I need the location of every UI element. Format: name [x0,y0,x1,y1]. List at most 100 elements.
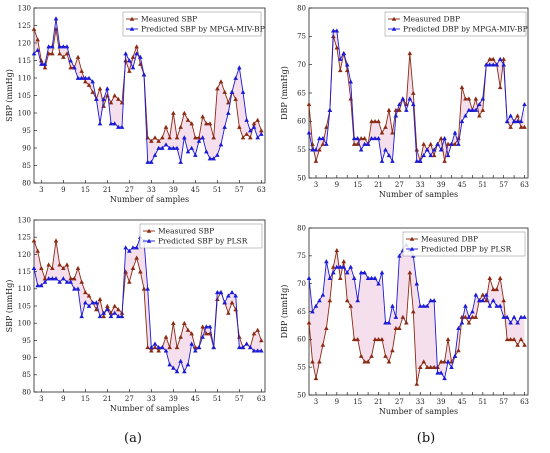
data-point [417,158,423,163]
data-point [75,265,81,270]
data-point [255,327,260,332]
data-point [178,124,183,129]
x-tick-label: 27 [395,398,404,406]
data-point [72,65,77,70]
data-point [149,348,154,353]
x-tick-label: 15 [353,398,362,406]
data-point [259,348,264,353]
data-point [174,145,180,150]
data-point [421,359,427,364]
data-point [255,117,260,122]
data-point [522,102,527,107]
data-point [310,309,315,314]
data-point [362,270,367,275]
data-point [108,314,114,319]
data-point [452,353,458,358]
data-point [240,89,246,94]
data-point [171,145,176,150]
y-tick-label: 100 [18,320,31,328]
data-point [397,325,402,331]
data-point [185,149,191,154]
x-tick-label: 3 [39,186,43,194]
data-point [466,314,472,319]
data-point [470,309,475,314]
data-point [337,264,343,269]
data-point [237,65,242,70]
data-point [64,51,70,56]
series-line-measured [33,28,262,142]
legend-label: Measured DBP [421,235,478,244]
data-point [61,54,66,59]
data-point [248,135,253,140]
data-point [494,303,500,308]
data-point [390,348,395,353]
data-point [72,276,77,281]
data-point [445,337,451,342]
y-tick-label: 90 [22,144,31,152]
x-tick-label: 33 [416,398,425,406]
legend-swatch-marker [146,238,152,243]
data-point [211,135,216,140]
data-point [50,51,55,56]
data-point [372,136,378,141]
data-point [182,320,187,326]
y-tick-label: 115 [18,57,31,65]
data-point [522,124,527,129]
data-point [334,28,340,33]
data-point [431,147,437,152]
data-point [463,303,468,308]
data-point [42,276,48,281]
data-point [404,320,409,325]
y-tick-label: 130 [18,4,31,12]
data-point [244,341,249,346]
data-point [171,320,176,326]
data-point [64,262,70,267]
data-point [226,310,231,315]
legend-swatch-marker [391,26,397,31]
data-point [83,79,88,84]
data-point [324,124,329,129]
data-point [435,141,440,146]
x-tick-label: 45 [457,398,466,406]
legend [402,231,526,257]
data-point [331,270,336,275]
y-axis-label: DBP (mmHg) [280,285,289,339]
data-point [400,314,406,319]
x-tick-label: 9 [335,398,339,406]
data-point [470,314,475,319]
x-tick-label: 63 [257,395,266,403]
data-point [97,121,103,126]
data-point [473,96,479,101]
data-point [424,364,430,370]
data-point [344,270,350,275]
data-point [348,96,354,101]
data-point [487,275,493,280]
data-point [156,348,161,353]
data-point [456,141,461,146]
data-point [156,344,161,350]
data-point [204,324,209,329]
data-point [518,124,524,129]
data-point [477,298,482,303]
data-point [463,314,468,319]
data-point [248,344,253,350]
panel-label-b: (b) [417,431,435,446]
data-point [487,303,493,308]
data-point [410,309,416,314]
data-point [42,65,48,70]
data-point [251,348,257,353]
data-point [127,58,132,63]
data-point [61,276,66,281]
legend-swatch-marker [146,228,152,233]
data-point [259,131,264,136]
data-point [251,124,257,129]
data-point [508,113,513,118]
data-point [327,107,333,112]
data-point [31,51,37,56]
x-tick-label: 63 [520,181,529,189]
data-point [222,300,227,305]
data-point [68,279,73,284]
data-point [452,141,458,146]
data-point [226,110,231,115]
data-point [167,145,172,150]
